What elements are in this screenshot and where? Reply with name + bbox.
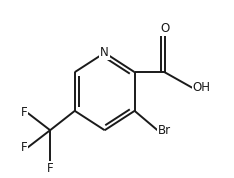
Text: O: O <box>160 22 169 35</box>
Text: F: F <box>21 106 27 119</box>
Text: OH: OH <box>193 82 211 95</box>
Text: Br: Br <box>157 124 171 137</box>
Text: F: F <box>47 162 53 175</box>
Text: N: N <box>100 46 109 59</box>
Text: F: F <box>21 141 27 154</box>
